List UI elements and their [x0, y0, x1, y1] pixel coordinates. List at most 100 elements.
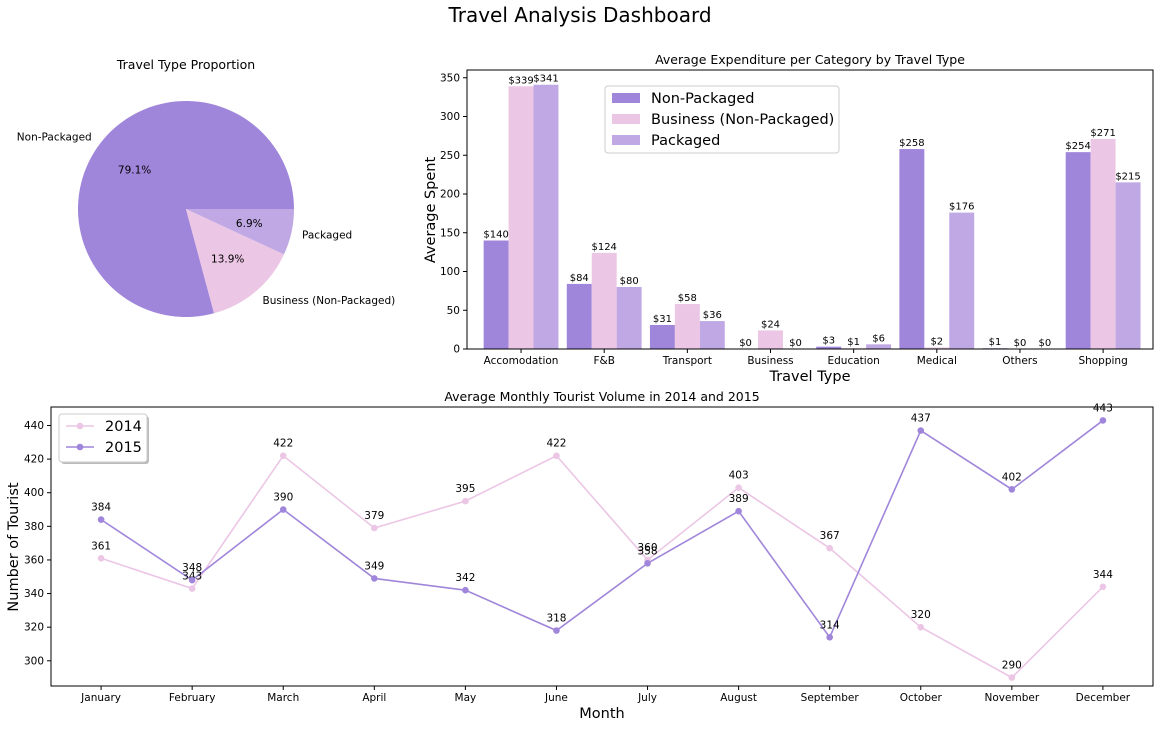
pie-slice-label: Non-Packaged — [17, 132, 92, 144]
line-xtick-label: July — [637, 692, 657, 704]
pie-slice — [186, 209, 284, 314]
line-ytick-label: 360 — [24, 554, 44, 566]
bar-value-label: $271 — [1090, 128, 1115, 139]
line-xtick-label: September — [801, 692, 860, 704]
line-plot-frame — [50, 406, 1154, 687]
line-xtick-label: March — [267, 692, 299, 704]
line-value-label: 361 — [91, 540, 111, 552]
bar-value-label: $1 — [989, 337, 1002, 348]
bar-legend-label: Packaged — [651, 133, 720, 149]
bar-legend-swatch — [612, 114, 640, 124]
line-value-label: 349 — [364, 560, 384, 572]
line-xtick-label: December — [1076, 692, 1131, 704]
line-value-label: 437 — [911, 413, 931, 425]
bar — [699, 321, 725, 349]
bar-value-label: $80 — [620, 276, 639, 287]
bar — [566, 283, 592, 349]
bar-ytick-label: 350 — [440, 72, 460, 84]
line-point — [371, 524, 378, 532]
dashboard-title: Travel Analysis Dashboard — [447, 3, 711, 27]
bar-value-label: $339 — [508, 75, 533, 86]
line-value-label: 348 — [182, 562, 202, 574]
bar — [949, 212, 975, 349]
bar — [1090, 138, 1116, 349]
bar-value-label: $0 — [739, 338, 752, 349]
bar-plot-frame — [466, 69, 1154, 350]
line-ytick-label: 420 — [24, 454, 44, 466]
line-point — [279, 506, 287, 513]
bar-xtick-label: Others — [1002, 355, 1037, 367]
bar-value-label: $140 — [483, 230, 508, 241]
line-point — [553, 627, 560, 634]
bar-value-label: $3 — [822, 336, 835, 347]
line-xlabel: Month — [579, 706, 624, 722]
bar-value-label: $36 — [703, 310, 722, 321]
line-point — [1099, 583, 1107, 591]
bar-value-label: $254 — [1065, 141, 1090, 152]
line-point — [371, 575, 378, 582]
line-value-label: 422 — [546, 438, 566, 450]
bar-value-label: $341 — [533, 74, 558, 85]
line-xtick-label: February — [169, 692, 216, 704]
line-value-label: 390 — [273, 492, 293, 504]
bar-xlabel: Travel Type — [768, 369, 850, 385]
bar-chart: Average Expenditure per Category by Trav… — [423, 52, 1154, 385]
bar — [483, 240, 509, 349]
line-value-label: 358 — [638, 545, 658, 557]
bar-xtick-label: Accomodation — [484, 355, 559, 367]
line-legend-marker — [76, 422, 84, 430]
line-value-label: 367 — [820, 530, 840, 542]
bar — [533, 84, 559, 349]
bar-value-label: $176 — [949, 202, 974, 213]
line-point — [462, 586, 469, 594]
bar — [866, 344, 892, 349]
bar-xtick-label: Business — [747, 355, 793, 367]
pie-pct-label: 13.9% — [211, 254, 244, 266]
line-point — [188, 585, 196, 592]
bar — [758, 330, 783, 349]
bar — [816, 346, 842, 349]
bar-legend — [604, 85, 840, 154]
line-value-label: 342 — [455, 572, 475, 584]
line-xtick-label: August — [720, 692, 757, 704]
line-point — [1099, 417, 1107, 424]
line-legend-label: 2015 — [105, 440, 142, 456]
pie-title: Travel Type Proportion — [116, 57, 255, 72]
line-xtick-label: October — [900, 692, 943, 704]
line-ytick-label: 340 — [24, 588, 44, 600]
line-point — [917, 623, 925, 631]
line-ytick-label: 380 — [24, 521, 44, 533]
bar-value-label: $6 — [872, 333, 885, 344]
bar-ytick-label: 250 — [440, 150, 460, 162]
bar — [674, 304, 700, 349]
line-ytick-label: 400 — [24, 487, 44, 499]
line-point — [735, 507, 742, 515]
line-xtick-label: April — [362, 692, 386, 704]
line-ylabel: Number of Tourist — [6, 482, 22, 611]
bar-xtick-label: F&B — [593, 355, 614, 367]
line-value-label: 318 — [546, 613, 566, 625]
bar-ytick-label: 150 — [440, 227, 460, 239]
bar-ytick-label: 200 — [440, 189, 460, 201]
line-point — [826, 633, 833, 641]
line-legend-marker — [76, 443, 84, 451]
bar-xtick-label: Transport — [662, 355, 712, 367]
pie-slice — [186, 209, 294, 255]
bar — [1115, 182, 1141, 349]
line-value-label: 402 — [1002, 471, 1022, 483]
line-value-label: 320 — [911, 609, 931, 621]
bar-ylabel: Average Spent — [423, 157, 439, 264]
line-point — [97, 554, 105, 562]
line-value-label: 395 — [455, 483, 475, 495]
bar-value-label: $84 — [570, 273, 589, 284]
bar-value-label: $1 — [847, 337, 860, 348]
bar — [1065, 152, 1091, 349]
line-point — [279, 452, 287, 460]
bar-value-label: $24 — [761, 319, 780, 330]
line-xtick-label: May — [455, 692, 477, 704]
line-value-label: 379 — [364, 510, 384, 522]
pie-chart: Travel Type Proportion 79.1% Non-Packaged… — [17, 57, 395, 317]
line-point — [826, 544, 833, 552]
bar-ytick-label: 100 — [440, 266, 460, 278]
bar-legend-swatch — [612, 93, 640, 103]
